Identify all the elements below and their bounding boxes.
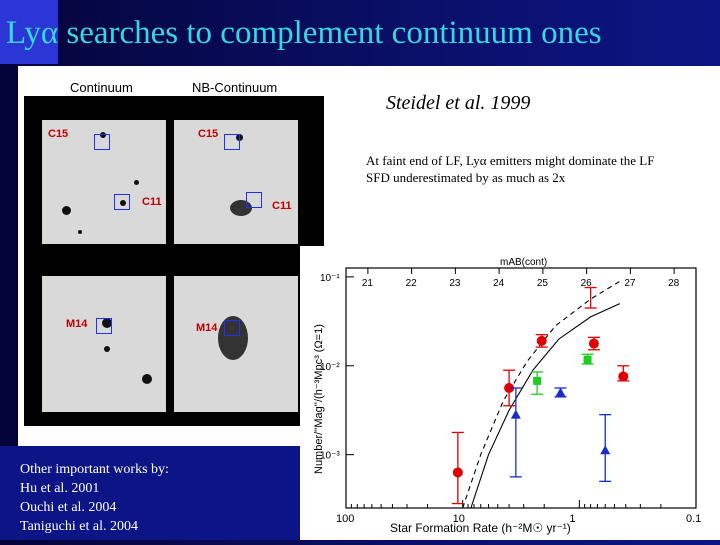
star-blob bbox=[134, 180, 139, 185]
other-works-line: Other important works by: bbox=[20, 462, 169, 477]
data-point-triangle bbox=[510, 409, 521, 419]
top-tick-label: 24 bbox=[493, 278, 505, 289]
data-point-circle bbox=[536, 335, 547, 346]
other-works-line: Ouchi et al. 2004 bbox=[20, 500, 117, 515]
c15-label-right: C15 bbox=[198, 128, 219, 140]
star-blob bbox=[100, 132, 106, 138]
x-tick-label: 100 bbox=[336, 513, 354, 525]
column-header-nb-continuum: NB-Continuum bbox=[192, 80, 278, 95]
y-tick-label: 10⁻² bbox=[320, 362, 340, 373]
other-works-line: Hu et al. 2001 bbox=[20, 481, 100, 496]
sfr-function-chart: 100 10 1 0.1 10⁻¹ 10⁻² 10⁻³ 21 22 23 24 25 26 27 28 mA… bbox=[313, 257, 701, 535]
c11-box-right bbox=[246, 192, 262, 208]
data-point-triangle bbox=[555, 387, 566, 397]
other-works-line: Taniguchi et al. 2004 bbox=[20, 519, 138, 534]
m14-label-left: M14 bbox=[66, 318, 88, 330]
c15-box-left bbox=[94, 134, 110, 150]
slide-title: Lyα searches to complement continuum one… bbox=[6, 15, 602, 51]
star-blob bbox=[102, 318, 112, 328]
c11-label-left: C11 bbox=[142, 196, 162, 208]
data-point-circle bbox=[588, 338, 599, 349]
x-tick-label: 10 bbox=[453, 513, 465, 525]
data-point-circle bbox=[504, 383, 515, 393]
title-accent-block bbox=[0, 0, 58, 64]
data-point-circle bbox=[452, 467, 463, 478]
c11-label-right: C11 bbox=[272, 200, 292, 212]
star-blob bbox=[104, 346, 110, 352]
top-tick-label: 28 bbox=[668, 278, 680, 289]
c15-box-right bbox=[224, 134, 240, 150]
top-tick-label: 21 bbox=[362, 278, 374, 289]
data-point-square bbox=[533, 376, 542, 385]
column-header-continuum: Continuum bbox=[70, 80, 133, 95]
stamp-blob1-continuum bbox=[42, 120, 166, 244]
note-line: At faint end of LF, Lyα emitters might d… bbox=[366, 153, 655, 168]
note: At faint end of LF, Lyα emitters might d… bbox=[366, 152, 654, 186]
top-tick-label: 22 bbox=[406, 278, 418, 289]
m14-box-left bbox=[96, 318, 112, 334]
x-axis-label: Star Formation Rate (h⁻²M☉ yr⁻¹) bbox=[390, 521, 571, 535]
top-tick-label: 23 bbox=[449, 278, 461, 289]
scale-label: 10" bbox=[228, 250, 245, 262]
y-axis-label: Number/''Mag''/(h⁻³Mpc³ (Ω=1) bbox=[313, 324, 325, 474]
data-point-triangle bbox=[600, 445, 611, 455]
top-tick-label: 25 bbox=[537, 278, 549, 289]
plot-panel: 100 10 1 0.1 10⁻¹ 10⁻² 10⁻³ 21 22 23 24 25 26 27 28 mA… bbox=[300, 246, 720, 540]
emission-blob bbox=[218, 316, 248, 360]
image-frame: BLOB 1 BLOB 2 10" C15 C15 C11 C11 M14 M1… bbox=[24, 96, 324, 426]
dashed-model-curve bbox=[462, 280, 621, 509]
top-tick-label: 27 bbox=[624, 278, 636, 289]
data-point-circle bbox=[618, 371, 629, 382]
note-line: SFD underestimated by as much as 2x bbox=[366, 170, 566, 185]
stamp-blob2-continuum bbox=[42, 276, 166, 412]
x-tick-label: 0.1 bbox=[686, 513, 701, 525]
star-blob bbox=[62, 206, 71, 215]
stamp-blob2-nb bbox=[174, 276, 298, 412]
plot-frame bbox=[345, 267, 697, 509]
x-tick-label: 1 bbox=[569, 513, 575, 525]
top-axis-label: mAB(cont) bbox=[500, 257, 547, 268]
star-blob bbox=[120, 200, 126, 206]
solid-model-curve bbox=[470, 303, 621, 509]
text-panel bbox=[346, 66, 720, 246]
other-works: Other important works by: Hu et al. 2001… bbox=[0, 446, 300, 540]
y-tick-label: 10⁻³ bbox=[320, 451, 340, 462]
citation: Steidel et al. 1999 bbox=[386, 92, 531, 114]
blob2-label: BLOB 2 bbox=[148, 260, 189, 272]
m14-label-right: M14 bbox=[196, 322, 218, 334]
c11-box-left bbox=[114, 194, 130, 210]
top-tick-label: 26 bbox=[581, 278, 593, 289]
data-point-square bbox=[583, 355, 592, 364]
y-tick-label: 10⁻¹ bbox=[320, 273, 340, 284]
c15-label-left: C15 bbox=[48, 128, 69, 140]
star-blob bbox=[78, 230, 82, 234]
m14-box-right bbox=[224, 320, 240, 336]
blob1-label: BLOB 1 bbox=[132, 104, 173, 116]
star-blob bbox=[142, 374, 152, 384]
